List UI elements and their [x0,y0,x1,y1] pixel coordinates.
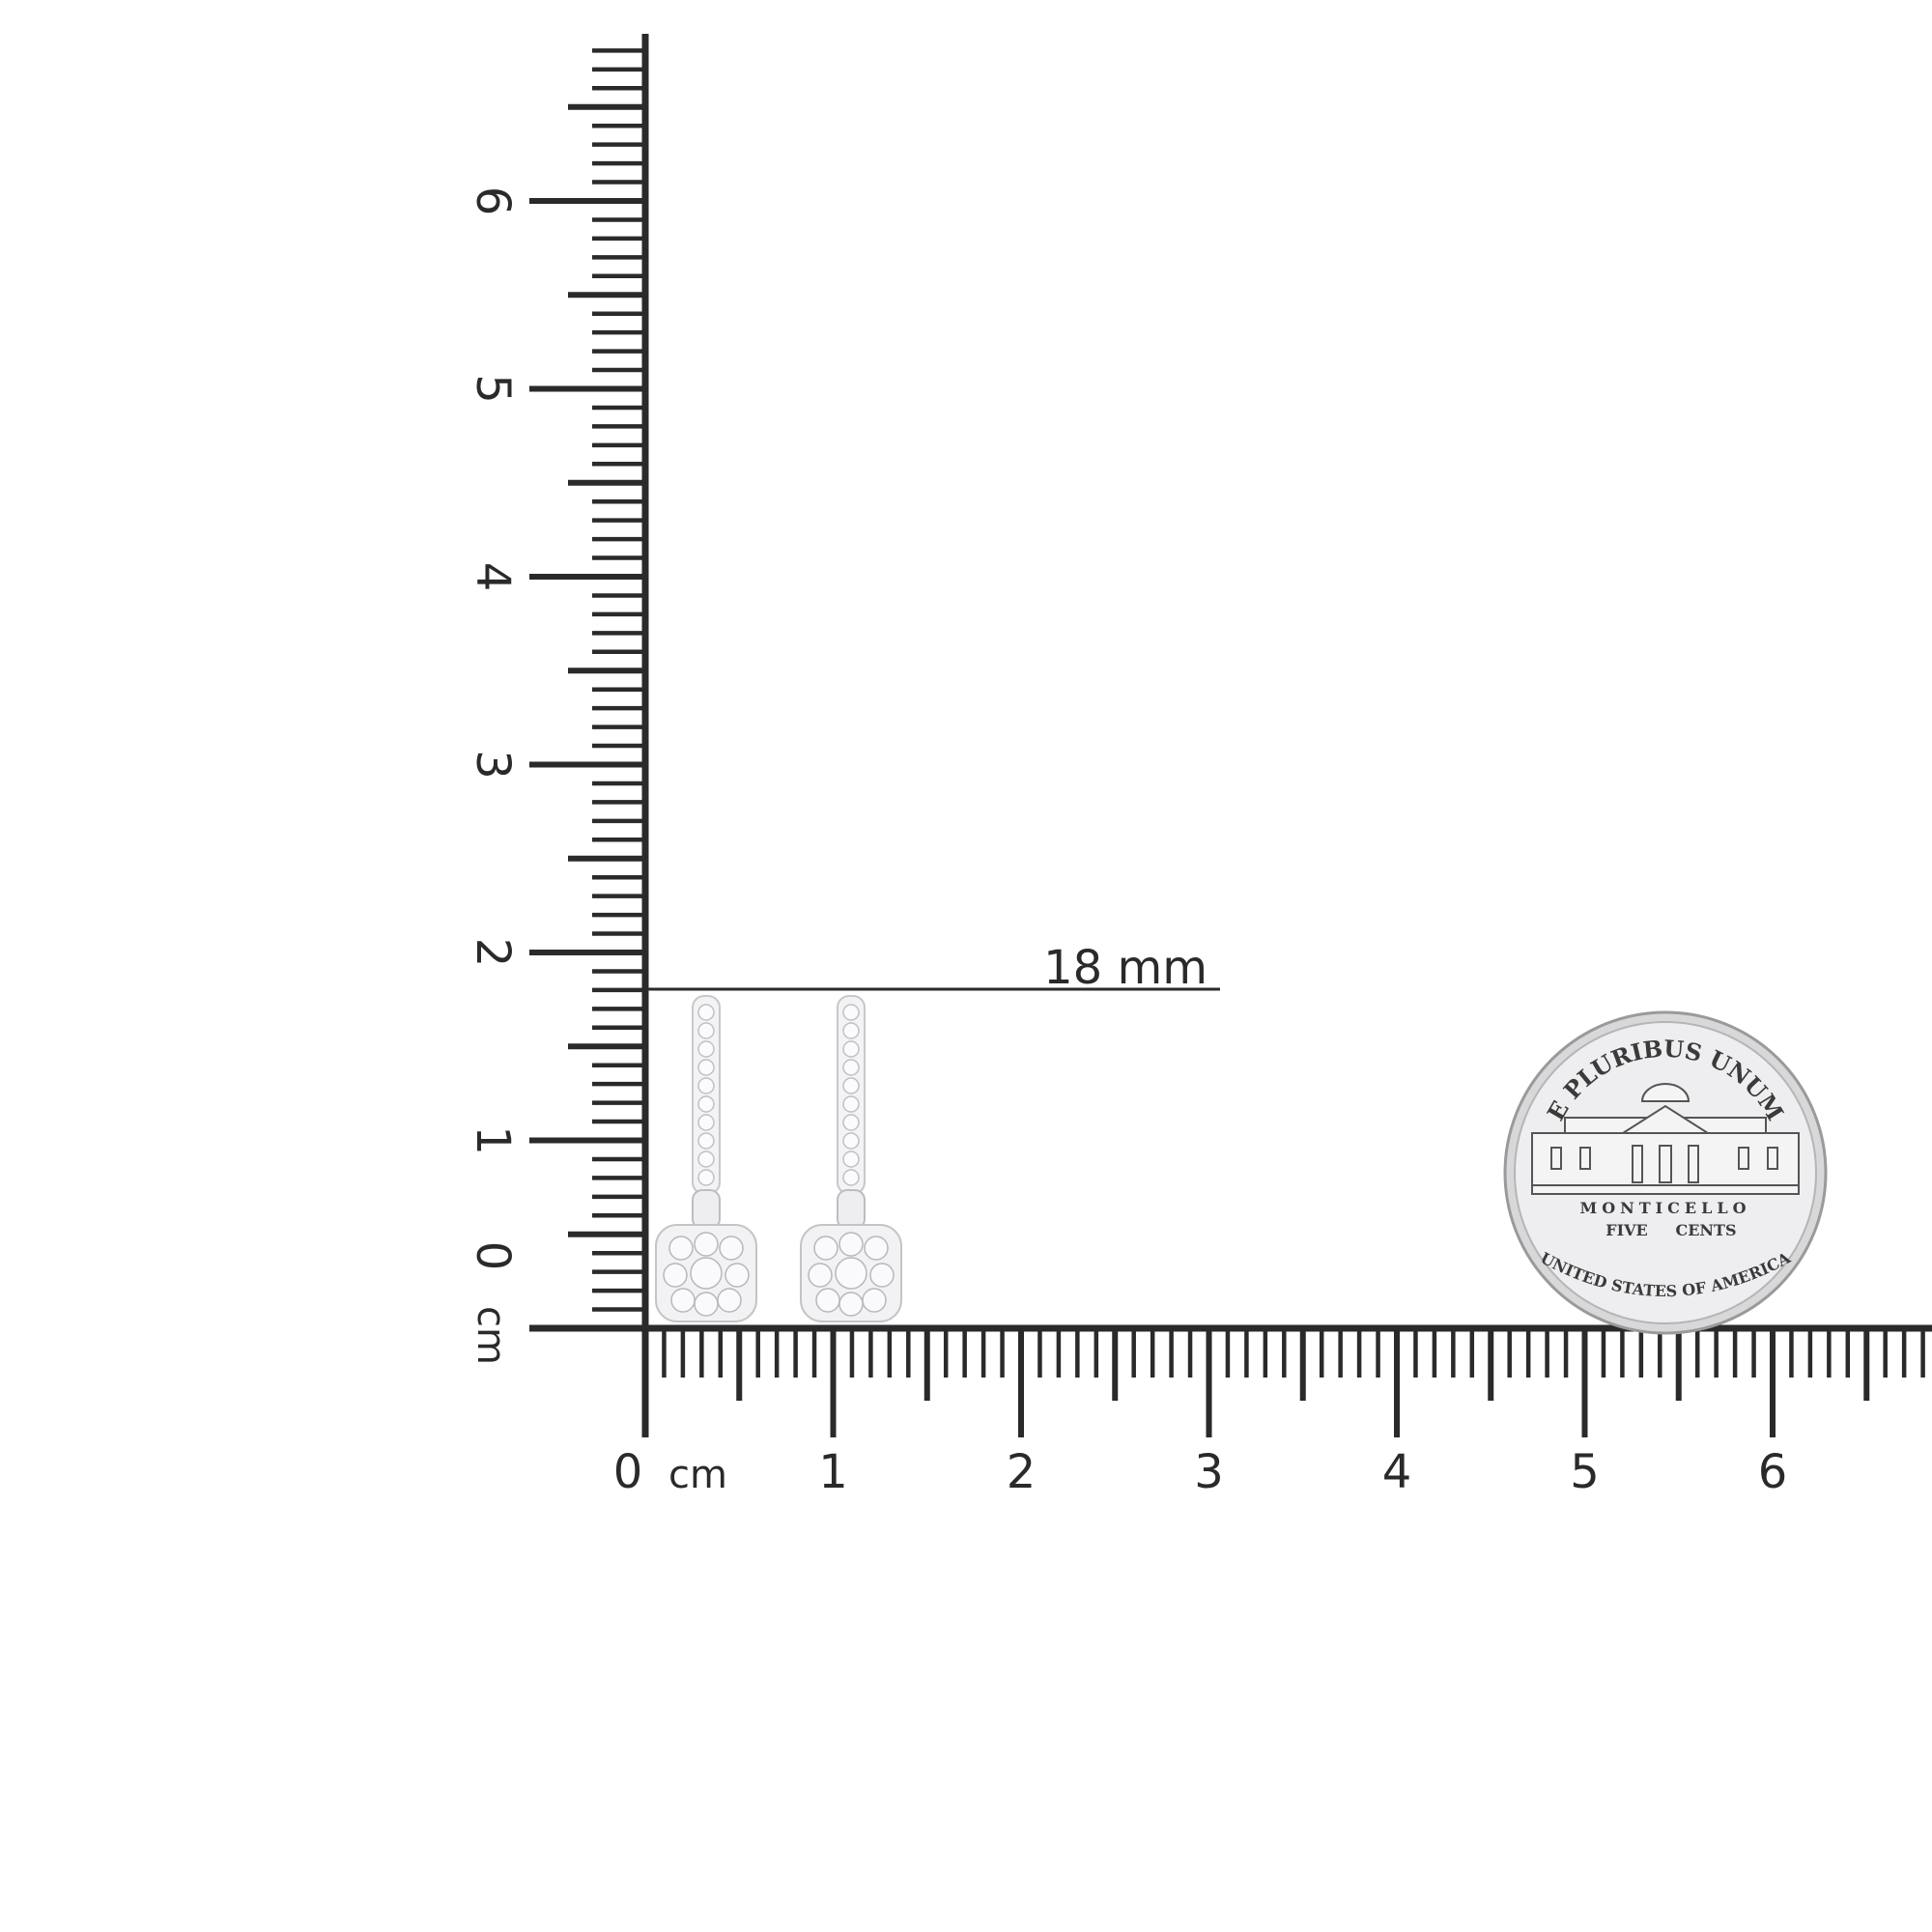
h-label-4: 4 [1382,1445,1412,1499]
h-label-2: 2 [1007,1445,1037,1499]
v-label-0: 0 [466,1241,520,1271]
measurement-label: 18 mm [1043,941,1208,995]
h-label-5: 5 [1570,1445,1600,1499]
nickel-coin: E PLURIBUS UNUM MONTICELLO FIVE CENTS UN… [1503,1010,1828,1335]
h-label-3: 3 [1194,1445,1224,1499]
v-label-3: 3 [466,750,520,780]
ruler-labels: cm cm 0 1 2 3 4 5 6 0 1 2 3 4 5 6 [466,186,1787,1499]
h-unit-label: cm [668,1453,727,1497]
earring-2 [800,995,902,1322]
h-label-6: 6 [1758,1445,1788,1499]
v-label-6: 6 [466,186,520,216]
rulers [529,34,1932,1437]
earrings [655,995,902,1322]
coin-value-right: CENTS [1675,1221,1736,1239]
h-label-0: 0 [613,1445,643,1499]
coin-building-text: MONTICELLO [1579,1199,1750,1217]
monticello-building-icon [1531,1083,1800,1195]
coin-value-left: FIVE [1605,1221,1647,1239]
measurement-line: 18 mm [645,941,1220,995]
v-unit-label: cm [469,1306,513,1365]
earring-1 [655,995,757,1322]
v-label-5: 5 [466,374,520,404]
v-label-4: 4 [466,562,520,592]
h-label-1: 1 [818,1445,848,1499]
v-label-1: 1 [466,1125,520,1155]
v-label-2: 2 [466,938,520,968]
